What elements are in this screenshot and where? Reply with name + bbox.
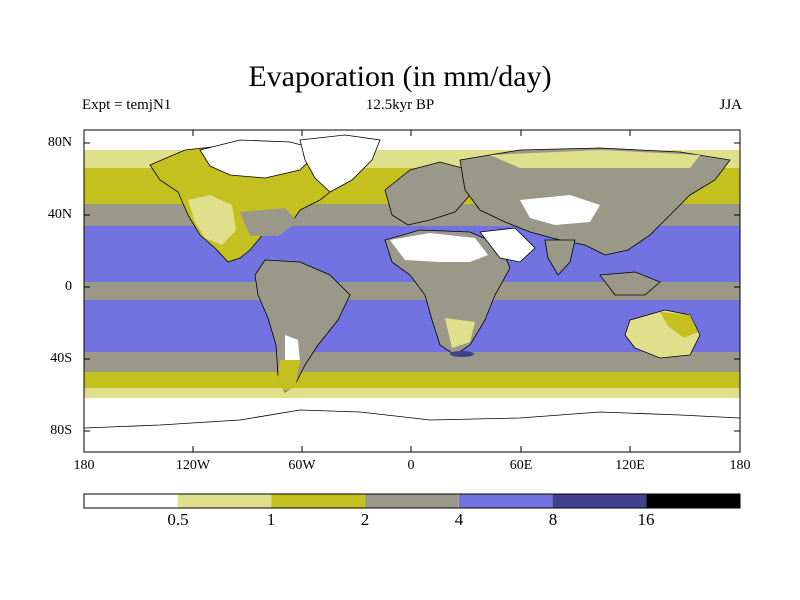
- map-frame: [83, 129, 741, 453]
- colorbar-frame: [83, 493, 741, 509]
- x-label-60e: 60E: [509, 458, 533, 473]
- kalahari: [445, 318, 475, 348]
- patagonia: [278, 360, 300, 392]
- evaporation-field: [84, 130, 740, 452]
- canada-arctic-ice: [199, 139, 321, 179]
- colorbar-label-4: 4: [454, 510, 464, 529]
- asia: [459, 147, 731, 256]
- colorbar-box-5: [552, 494, 647, 508]
- colorbar-label-16: 16: [637, 510, 655, 529]
- x-label-0: 0: [407, 458, 415, 473]
- siberia-north: [490, 150, 700, 168]
- y-axis-ticks: [84, 142, 740, 432]
- central-asia-desert: [520, 195, 600, 225]
- colorbar-box-3: [365, 494, 459, 508]
- colorbar: [83, 493, 741, 509]
- greenland: [299, 134, 381, 193]
- maritime-continent: [599, 271, 661, 296]
- colorbar-box-2: [271, 494, 366, 508]
- season-label: JJA: [719, 97, 742, 113]
- x-label-60w: 60W: [288, 458, 316, 473]
- colorbar-box-0: [84, 494, 178, 508]
- colorbar-label-2: 2: [360, 510, 370, 529]
- experiment-label: Expt = temjN1: [82, 97, 172, 113]
- band-equator: [84, 282, 740, 300]
- sahara: [390, 233, 488, 262]
- colorbar-box-4: [458, 494, 553, 508]
- north-america-wet: [240, 208, 298, 236]
- y-label-0: 0: [65, 279, 72, 294]
- x-axis-ticks: [83, 130, 741, 452]
- y-label-40n: 40N: [47, 207, 72, 222]
- africa: [384, 229, 511, 356]
- australia-coast-moist: [660, 312, 698, 338]
- period-label: 12.5kyr BP: [365, 97, 435, 113]
- antarctica: [84, 409, 740, 452]
- high-evaporation-spot: [450, 351, 474, 357]
- x-label-180e: 180: [729, 458, 751, 473]
- x-label-120e: 120E: [615, 458, 645, 473]
- india: [544, 239, 576, 276]
- arabia: [479, 227, 536, 263]
- colorbar-box-1: [177, 494, 272, 508]
- y-label-40s: 40S: [50, 351, 72, 366]
- map-title: Evaporation (in mm/day): [248, 60, 552, 93]
- colorbar-label-0-5: 0.5: [167, 510, 189, 529]
- y-label-80n: 80N: [47, 135, 72, 150]
- north-america-dry: [188, 195, 236, 245]
- x-label-120w: 120W: [175, 458, 211, 473]
- colorbar-label-1: 1: [266, 510, 276, 529]
- colorbar-box-6: [646, 494, 740, 508]
- europe: [384, 161, 471, 226]
- x-label-180w: 180: [73, 458, 95, 473]
- colorbar-label-8: 8: [548, 510, 558, 529]
- y-label-80s: 80S: [50, 423, 72, 438]
